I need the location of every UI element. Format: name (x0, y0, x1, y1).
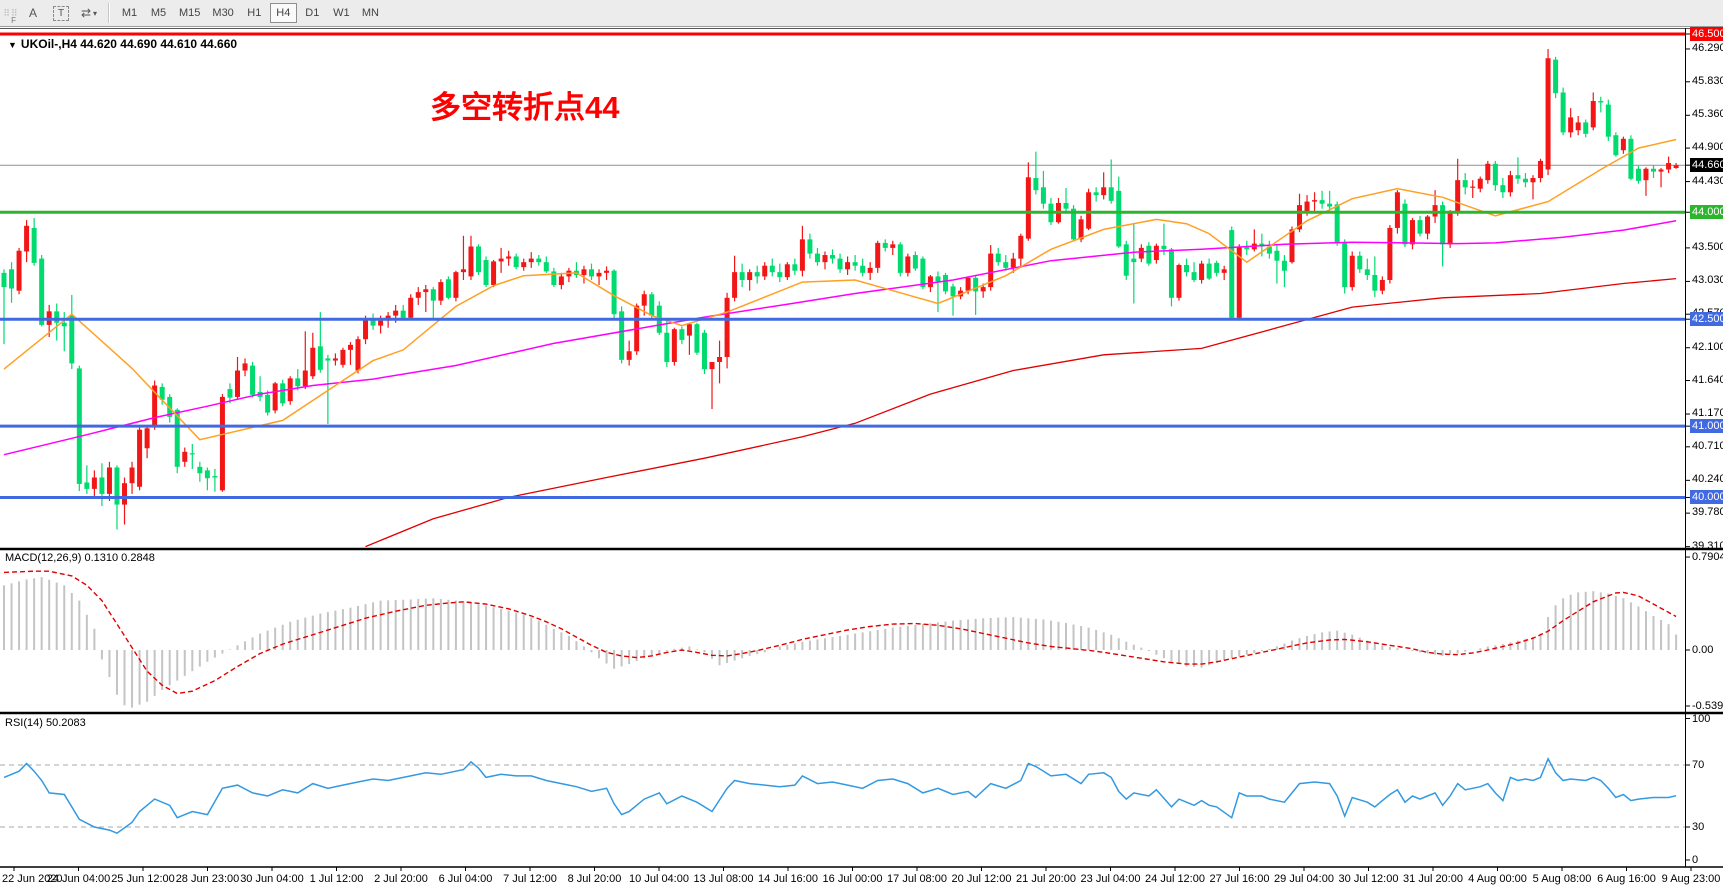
price-scale-label: 39.780 (1692, 506, 1723, 519)
timeframe-button-mn[interactable]: MN (357, 3, 384, 23)
chart-annotation-text[interactable]: 多空转折点44 (430, 90, 620, 125)
time-scale-label: 9 Aug 23:00 (1661, 873, 1721, 885)
price-scale-label: 42.100 (1692, 340, 1723, 353)
time-scale-label: 21 Jul 20:00 (1016, 873, 1076, 885)
time-scale-label: 10 Jul 04:00 (629, 873, 689, 885)
symbol-ohlc-text: UKOil-,H4 44.620 44.690 44.610 44.660 (20, 37, 238, 51)
symbol-dropdown-icon[interactable]: ▼ (8, 40, 17, 50)
time-scale-label: 22 Jun 2020 (2, 873, 63, 885)
time-scale-label: 29 Jul 04:00 (1274, 873, 1334, 885)
time-scale-label: 2 Jul 20:00 (374, 873, 428, 885)
price-scale-label: 44.430 (1692, 174, 1723, 187)
time-scale-label: 13 Jul 08:00 (693, 873, 754, 885)
price-scale-label: 40.240 (1692, 473, 1723, 486)
drag-handle-icon[interactable]: ⠿⠿ F (3, 8, 19, 25)
timeframe-button-m15[interactable]: M15 (174, 3, 205, 23)
price-scale-label: 46.500 (1690, 27, 1723, 41)
price-scale-label: 44.000 (1690, 205, 1723, 220)
time-scale-label: 6 Jul 04:00 (438, 873, 493, 885)
time-scale-label: 25 Jun 12:00 (111, 873, 175, 885)
swap-arrows-icon[interactable]: ⇄ ▾ (80, 6, 98, 20)
timeframe-button-group: M1 M5 M15 M30 H1 H4 D1 W1 MN (115, 3, 385, 23)
price-scale[interactable]: 46.500 46.290 45.830 45.360 44.900 44.660 44.4… (1690, 0, 1723, 868)
rsi-scale[interactable]: 100 70 30 0 (1690, 0, 1723, 868)
time-scale-label: 8 Jul 20:00 (567, 873, 622, 885)
time-scale-label: 28 Jun 23:00 (175, 873, 240, 885)
toolbar-separator (108, 3, 110, 23)
time-scale-label: 30 Jun 04:00 (240, 873, 304, 885)
price-scale-label: 43.030 (1692, 274, 1723, 287)
macd-label: MACD(12,26,9) 0.1310 0.2848 (5, 552, 155, 564)
symbol-header: ▼ UKOil-,H4 44.620 44.690 44.610 44.660 (8, 37, 237, 51)
time-scale-label: 20 Jul 12:00 (951, 873, 1012, 885)
timeframe-button-m30[interactable]: M30 (207, 3, 238, 23)
rsi-scale-label: 0 (1692, 854, 1699, 866)
timeframe-button-h1[interactable]: H1 (241, 3, 268, 23)
time-scale-label: 4 Aug 00:00 (1468, 873, 1527, 885)
time-scale-label: 1 Jul 12:00 (309, 873, 364, 885)
text-object-icon[interactable]: T (48, 3, 74, 24)
timeframe-button-w1[interactable]: W1 (328, 3, 355, 23)
timeframe-button-d1[interactable]: D1 (299, 3, 326, 23)
price-scale-label: 41.000 (1690, 419, 1723, 434)
time-scale-label: 7 Jul 12:00 (503, 873, 557, 885)
time-scale-label: 27 Jul 16:00 (1209, 873, 1270, 885)
time-scale-label: 14 Jul 16:00 (758, 873, 818, 885)
rsi-label: RSI(14) 50.2083 (5, 717, 86, 729)
time-scale-label: 31 Jul 20:00 (1403, 873, 1463, 885)
caret-down-icon: ▾ (93, 8, 98, 18)
rsi-scale-label: 30 (1692, 821, 1705, 833)
time-scale-label: 30 Jul 12:00 (1338, 873, 1399, 885)
macd-scale-label: 0.7904 (1692, 551, 1723, 564)
price-scale-label: 40.710 (1692, 439, 1723, 452)
price-scale-label: 41.170 (1692, 407, 1723, 420)
price-scale-label: 45.830 (1692, 74, 1723, 87)
price-scale-label: 46.290 (1692, 41, 1723, 54)
top-toolbar: ⠿⠿ F A T ⇄ ▾ M1 M5 M15 M30 H1 H4 D1 W1 MN (0, 0, 1723, 27)
timeframe-button-h4[interactable]: H4 (269, 3, 297, 23)
label-a-icon[interactable]: A (28, 6, 37, 20)
price-scale-label: 44.660 (1690, 158, 1723, 173)
rsi-scale-label: 70 (1692, 759, 1705, 771)
time-scale-label: 23 Jul 04:00 (1080, 873, 1141, 885)
macd-scale-label: 0.00 (1692, 644, 1714, 656)
time-scale-label: 24 Jun 04:00 (46, 873, 111, 885)
price-scale-label: 39.310 (1692, 539, 1723, 552)
price-scale-label: 43.500 (1692, 240, 1723, 253)
time-scale-label: 16 Jul 00:00 (822, 873, 883, 885)
time-scale-label: 24 Jul 12:00 (1145, 873, 1205, 885)
macd-scale[interactable]: 0.7904 0.00 -0.5399 (1690, 0, 1723, 868)
timeframe-button-m1[interactable]: M1 (116, 3, 143, 23)
price-scale-label: 44.900 (1692, 141, 1723, 154)
time-scale-label: 17 Jul 08:00 (887, 873, 947, 885)
time-scale[interactable]: 22 Jun 2020 24 Jun 04:00 25 Jun 12:00 28 Ju… (0, 871, 1723, 894)
time-scale-label: 5 Aug 08:00 (1532, 873, 1592, 885)
price-scale-label: 45.360 (1692, 108, 1723, 121)
time-scale-label: 6 Aug 16:00 (1597, 873, 1656, 885)
rsi-scale-label: 100 (1692, 712, 1711, 725)
price-scale-label: 41.640 (1692, 373, 1723, 386)
macd-scale-label: -0.5399 (1692, 700, 1723, 712)
price-scale-label: 40.000 (1690, 490, 1723, 505)
price-scale-label: 42.500 (1690, 312, 1723, 327)
timeframe-button-m5[interactable]: M5 (145, 3, 172, 23)
